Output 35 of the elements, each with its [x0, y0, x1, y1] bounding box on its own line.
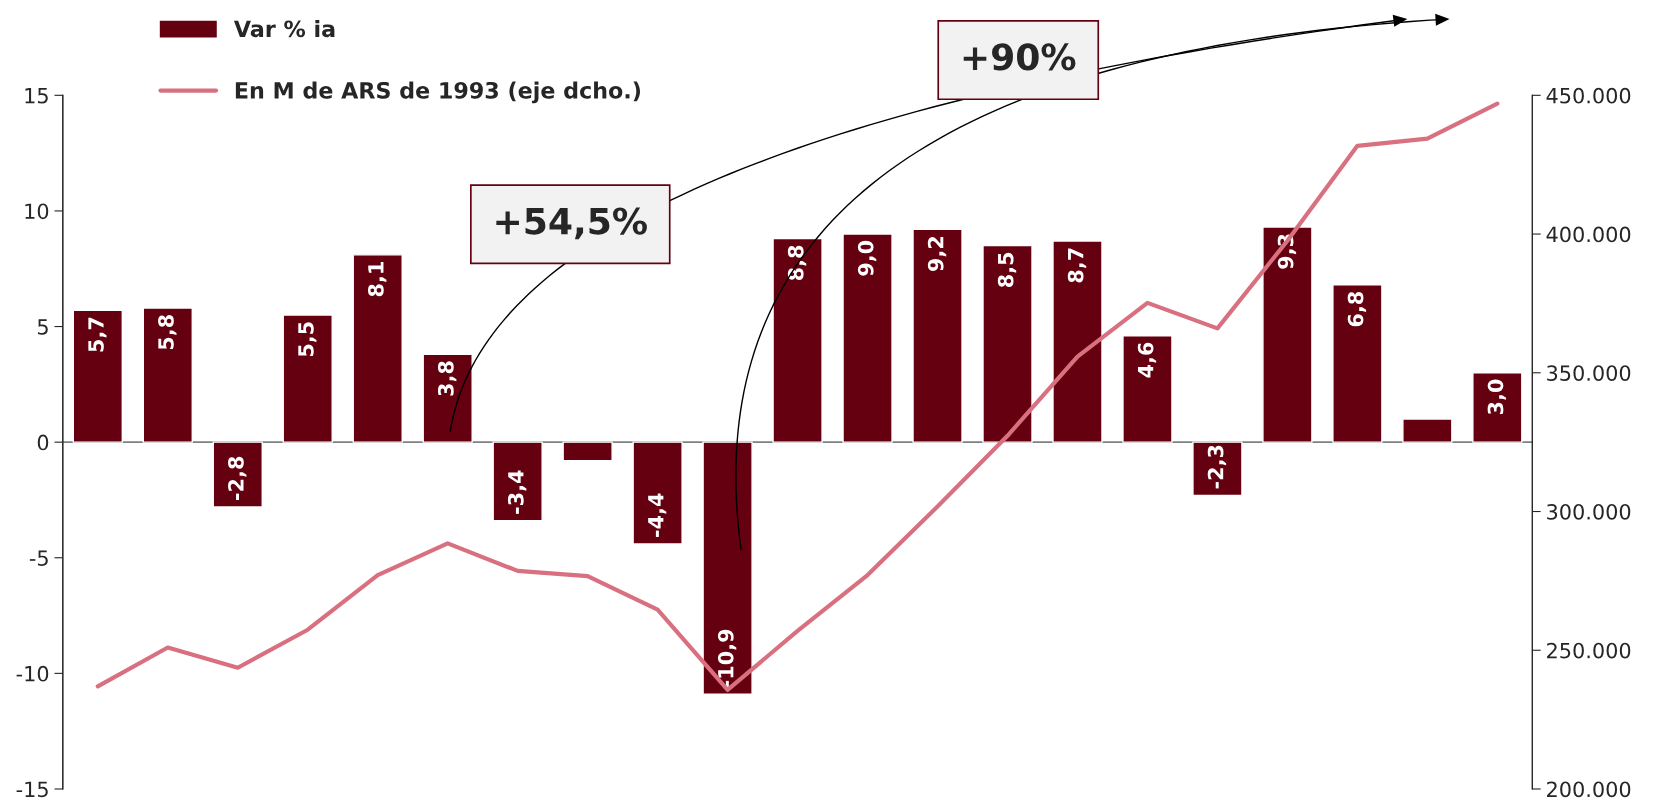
- data-label: -2,3: [1207, 445, 1227, 489]
- data-label: 3,0: [1487, 379, 1507, 415]
- data-label: 8,8: [787, 245, 807, 281]
- y-tick-label: 10: [25, 203, 49, 220]
- y2-tick-label: 350.000: [1547, 365, 1631, 381]
- data-label: 9,0: [857, 240, 877, 276]
- data-label: 8,7: [1067, 248, 1087, 283]
- legend-label: Var % ia: [233, 20, 335, 38]
- annotation: +54,5%: [496, 207, 647, 240]
- data-label: 5,5: [298, 322, 317, 357]
- data-label: 5,7: [88, 317, 107, 352]
- data-label: -3,4: [507, 470, 527, 514]
- data-label: 3,8: [437, 361, 457, 396]
- data-label: -4,4: [648, 493, 667, 537]
- y2-tick-label: 200.000: [1547, 781, 1631, 798]
- y-tick-label: 0: [37, 434, 49, 451]
- data-label: 8,5: [997, 252, 1017, 288]
- y2-tick-label: 250.000: [1547, 642, 1631, 659]
- legend-label: En M de ARS de 1993 (eje dcho.): [235, 81, 640, 104]
- data-label: 6,8: [1347, 291, 1367, 327]
- y-tick-label: 15: [25, 88, 48, 104]
- y-tick-label: -5: [29, 550, 48, 566]
- data-label: -2,8: [228, 456, 247, 500]
- text: +90%: [963, 43, 1076, 71]
- data-label: 4,6: [1137, 342, 1157, 378]
- y-tick-label: 5: [37, 319, 48, 335]
- data-label: -10,9: [717, 629, 737, 688]
- y2-tick-label: 400.000: [1546, 226, 1631, 243]
- y2-tick-label: 450.000: [1546, 87, 1631, 104]
- data-label: 5,8: [158, 315, 177, 350]
- data-label: 9,2: [927, 237, 947, 272]
- data-label: 8,1: [368, 262, 387, 297]
- y2-tick-label: 300.000: [1547, 503, 1631, 520]
- y-tick-label: -15: [16, 781, 48, 798]
- y-tick-label: -10: [16, 665, 49, 682]
